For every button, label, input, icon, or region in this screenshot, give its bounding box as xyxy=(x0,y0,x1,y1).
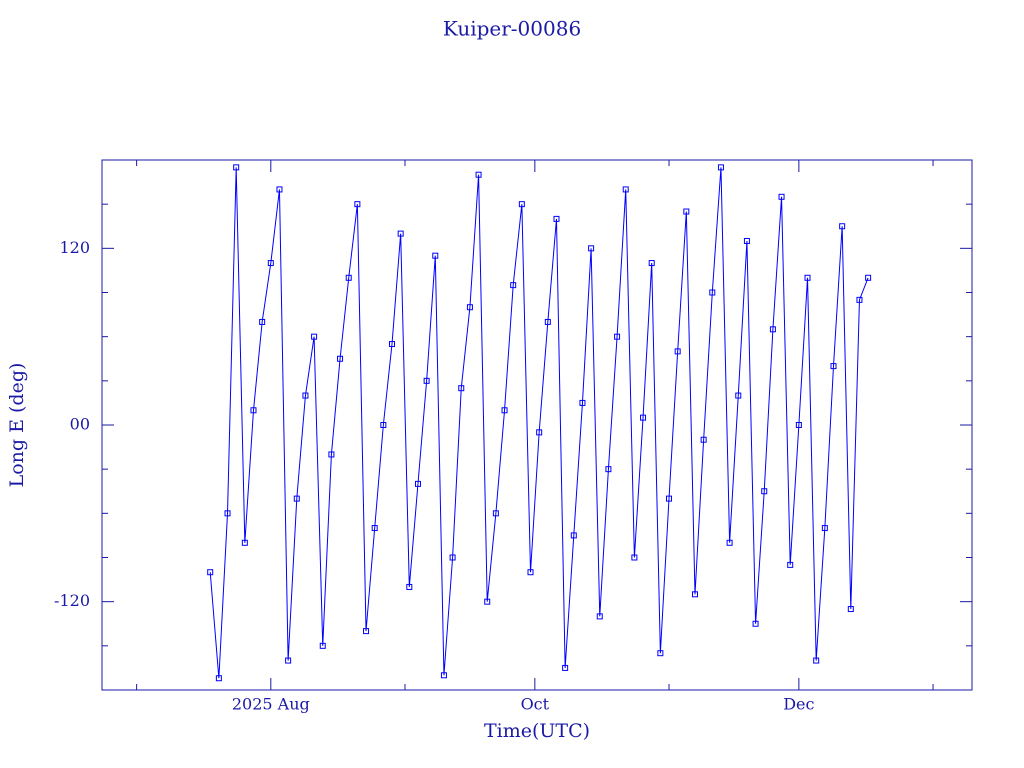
point-marker xyxy=(691,591,698,598)
point-marker xyxy=(804,274,811,281)
point-marker xyxy=(475,171,482,178)
point-marker xyxy=(397,230,404,237)
point-marker xyxy=(311,333,318,340)
point-marker xyxy=(518,201,525,208)
point-marker xyxy=(406,583,413,590)
y-tick-label: 120 xyxy=(59,238,90,257)
point-marker xyxy=(527,569,534,576)
point-marker xyxy=(588,245,595,252)
point-marker xyxy=(839,223,846,230)
point-marker xyxy=(761,488,768,495)
point-marker xyxy=(813,657,820,664)
point-marker xyxy=(735,392,742,399)
point-marker xyxy=(371,525,378,532)
point-marker xyxy=(224,510,231,517)
point-marker xyxy=(847,606,854,613)
point-marker xyxy=(363,628,370,635)
point-marker xyxy=(570,532,577,539)
point-marker xyxy=(250,407,257,414)
point-marker xyxy=(787,561,794,568)
point-marker xyxy=(674,348,681,355)
point-marker xyxy=(302,392,309,399)
point-marker xyxy=(440,672,447,679)
point-marker xyxy=(215,675,222,682)
point-marker xyxy=(700,436,707,443)
point-marker xyxy=(276,186,283,193)
point-marker xyxy=(241,539,248,546)
x-axis-label: Time(UTC) xyxy=(484,720,590,742)
point-marker xyxy=(752,620,759,627)
x-tick-label: Dec xyxy=(783,695,814,714)
point-marker xyxy=(449,554,456,561)
point-marker xyxy=(778,193,785,200)
point-marker xyxy=(285,657,292,664)
point-marker xyxy=(553,215,560,222)
series-line xyxy=(209,167,869,679)
point-marker xyxy=(259,318,266,325)
plot-area xyxy=(207,164,872,682)
point-marker xyxy=(717,164,724,171)
point-marker xyxy=(769,326,776,333)
point-marker xyxy=(631,554,638,561)
point-marker xyxy=(648,260,655,267)
point-marker xyxy=(579,399,586,406)
point-marker xyxy=(380,422,387,428)
chart-title: Kuiper-00086 xyxy=(443,17,581,41)
y-tick-label: 00 xyxy=(70,415,90,434)
point-marker xyxy=(293,495,300,502)
point-marker xyxy=(795,422,802,428)
point-marker xyxy=(458,385,465,392)
point-marker xyxy=(622,186,629,193)
point-marker xyxy=(562,664,569,671)
point-marker xyxy=(821,525,828,532)
point-marker xyxy=(614,333,621,340)
point-marker xyxy=(666,495,673,502)
point-marker xyxy=(830,363,837,370)
point-marker xyxy=(414,480,421,487)
point-marker xyxy=(267,260,274,267)
point-marker xyxy=(319,642,326,649)
point-marker xyxy=(233,164,240,171)
point-marker xyxy=(389,341,395,348)
point-marker xyxy=(501,407,508,414)
point-marker xyxy=(856,296,863,303)
point-marker xyxy=(432,252,439,259)
point-marker xyxy=(865,274,872,281)
point-marker xyxy=(657,650,664,657)
point-marker xyxy=(492,510,499,517)
y-axis-label: Long E (deg) xyxy=(6,363,28,488)
point-marker xyxy=(337,355,344,362)
point-marker xyxy=(328,451,335,458)
point-marker xyxy=(345,274,352,281)
point-marker xyxy=(466,304,473,311)
point-marker xyxy=(484,598,491,605)
point-marker xyxy=(207,569,214,576)
x-tick-label: Oct xyxy=(521,695,550,714)
point-marker xyxy=(544,318,551,325)
point-marker xyxy=(354,201,361,208)
point-marker xyxy=(683,208,690,215)
point-marker xyxy=(743,237,750,244)
point-marker xyxy=(536,429,543,436)
point-marker xyxy=(605,466,612,473)
point-marker xyxy=(726,539,733,546)
point-marker xyxy=(640,414,647,421)
point-marker xyxy=(596,613,603,620)
point-marker xyxy=(510,282,517,289)
point-marker xyxy=(709,289,716,296)
x-tick-label: 2025 Aug xyxy=(232,695,310,714)
point-marker xyxy=(423,377,430,384)
y-tick-label: -120 xyxy=(54,591,90,610)
